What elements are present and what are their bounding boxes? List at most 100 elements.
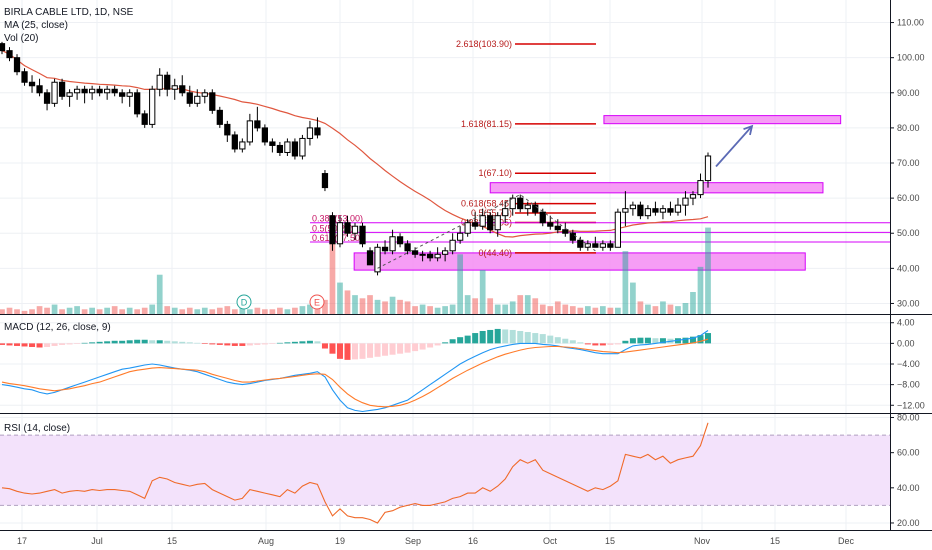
volume-bar bbox=[141, 307, 148, 314]
earnings-marker[interactable] bbox=[309, 294, 325, 310]
volume-bar bbox=[539, 304, 546, 314]
volume-bar bbox=[457, 254, 464, 314]
volume-bar bbox=[547, 306, 554, 314]
y-tick-label: −4.00 bbox=[897, 359, 920, 369]
macd-panel-label: MACD (12, 26, close, 9) bbox=[4, 322, 111, 333]
arrow-head bbox=[743, 124, 754, 136]
x-tick-label: 16 bbox=[468, 536, 478, 546]
fib-zone bbox=[489, 182, 824, 194]
volume-bar bbox=[0, 309, 5, 314]
macd-histogram-bar bbox=[224, 343, 231, 346]
macd-histogram-bar bbox=[134, 339, 141, 344]
event-markers[interactable]: D E bbox=[236, 294, 325, 310]
macd-histogram-bar bbox=[104, 341, 111, 344]
x-tick-label: Oct bbox=[543, 536, 558, 546]
volume-bar bbox=[419, 304, 426, 314]
volume-bar bbox=[479, 270, 486, 314]
macd-histogram-bar bbox=[539, 334, 546, 344]
macd-histogram-bar bbox=[577, 342, 584, 344]
candle-body bbox=[637, 204, 644, 217]
candle-body bbox=[336, 222, 344, 245]
macd-histogram-bar bbox=[427, 343, 434, 348]
candle-body bbox=[562, 229, 569, 234]
candle-body bbox=[697, 180, 704, 196]
candle-body bbox=[314, 127, 321, 136]
volume-bar bbox=[660, 301, 666, 314]
macd-histogram-bar bbox=[359, 343, 366, 359]
volume-bar bbox=[592, 307, 599, 314]
candle-body bbox=[502, 208, 509, 217]
volume-bar bbox=[156, 274, 163, 314]
candle-body bbox=[13, 57, 21, 73]
y-tick-label: 100.00 bbox=[897, 53, 925, 63]
candle-body bbox=[299, 137, 306, 157]
candle-body bbox=[43, 92, 51, 104]
macd-histogram-bar bbox=[164, 340, 171, 344]
rsi-band-lines bbox=[0, 434, 890, 506]
macd-histogram-bar bbox=[614, 343, 621, 345]
macd-histogram-bar bbox=[584, 343, 591, 345]
y-tick-label: 110.00 bbox=[897, 18, 924, 28]
x-tick-label: Dec bbox=[838, 536, 855, 546]
candle-body bbox=[629, 204, 637, 210]
signal-line bbox=[1, 338, 709, 408]
y-tick-label: 4.00 bbox=[897, 318, 915, 328]
volume-bar bbox=[171, 307, 178, 314]
macd-histogram-bar bbox=[547, 335, 554, 344]
volume-bar bbox=[487, 298, 494, 314]
projection-arrow[interactable] bbox=[715, 124, 754, 168]
macd-histogram-bar bbox=[29, 343, 36, 347]
candle-body bbox=[186, 92, 193, 104]
volume-bar bbox=[66, 307, 73, 314]
volume-bar bbox=[96, 309, 103, 314]
candle-body bbox=[614, 211, 622, 248]
candle-body bbox=[547, 222, 554, 227]
volume-bar bbox=[464, 295, 471, 314]
volume-bar bbox=[307, 304, 313, 314]
volume-bar bbox=[352, 295, 358, 314]
macd-histogram-bar bbox=[254, 343, 261, 345]
macd-histogram-bar bbox=[494, 328, 501, 344]
candle-body bbox=[577, 239, 584, 248]
y-tick-label: 80.00 bbox=[897, 123, 920, 133]
candle-body bbox=[449, 239, 456, 252]
volume-bar bbox=[21, 310, 28, 314]
volume-bar bbox=[134, 309, 141, 314]
macd-histogram-bar bbox=[599, 343, 606, 346]
macd-histogram-bar bbox=[59, 343, 66, 345]
volume-bar bbox=[262, 309, 268, 314]
y-tick-label: 40.00 bbox=[897, 483, 920, 493]
volume-bar bbox=[554, 301, 561, 314]
macd-histogram-bar bbox=[652, 338, 659, 344]
macd-histogram-bar bbox=[126, 340, 133, 344]
macd-histogram-bar bbox=[442, 342, 449, 344]
macd-histogram-bar bbox=[141, 339, 148, 344]
candle-body bbox=[269, 141, 276, 146]
volume-bar bbox=[194, 309, 201, 314]
y-tick-label: −12.00 bbox=[897, 400, 925, 410]
macd-histogram-bar bbox=[554, 337, 561, 344]
fib-zones[interactable] bbox=[353, 115, 842, 271]
volume-bar bbox=[517, 295, 524, 314]
volume-bar bbox=[44, 307, 50, 314]
macd-histogram-bar bbox=[36, 343, 43, 348]
fib-trend-dashed-line[interactable] bbox=[377, 194, 596, 269]
candle-body bbox=[659, 208, 667, 213]
legend-title: BIRLA CABLE LTD, 1D, NSE bbox=[4, 7, 134, 18]
candle-body bbox=[569, 232, 576, 241]
macd-histogram-bar bbox=[344, 343, 351, 360]
x-tick-label: 15 bbox=[167, 536, 177, 546]
fib-level-label: 0.5(55.75) bbox=[471, 208, 512, 218]
volume-bar bbox=[652, 306, 659, 314]
macd-histogram-bar bbox=[637, 337, 644, 344]
candle-body bbox=[73, 88, 81, 94]
earnings-marker-label: E bbox=[314, 298, 320, 308]
macd-histogram-bar bbox=[374, 343, 381, 357]
volume-bar bbox=[299, 306, 306, 314]
candle-body bbox=[441, 250, 449, 255]
dividend-marker[interactable] bbox=[236, 294, 252, 310]
candle-body bbox=[329, 215, 336, 245]
volume-bar bbox=[449, 304, 456, 314]
y-tick-label: 40.00 bbox=[897, 263, 920, 273]
